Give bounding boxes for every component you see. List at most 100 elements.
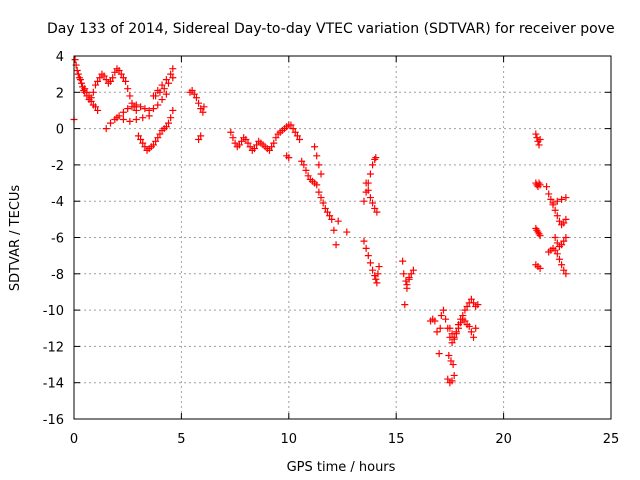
data-point [560,237,568,245]
data-point [450,333,458,341]
data-point [457,319,465,327]
data-point [369,199,377,207]
data-point [450,371,458,379]
data-point [300,161,308,169]
data-point [250,145,258,153]
data-point [154,134,162,142]
chart-title: Day 133 of 2014, Sidereal Day-to-day VTE… [47,21,615,37]
data-point [313,152,321,160]
data-point [139,139,147,147]
data-point [238,137,246,145]
data-point [373,208,381,216]
data-point [71,56,79,64]
data-point [371,204,379,212]
y-tick-label: -10 [43,304,64,319]
data-point [317,194,325,202]
data-point [366,170,374,178]
data-point [272,134,280,142]
data-point [199,108,207,116]
data-point [87,94,95,102]
data-point [467,328,475,336]
data-point [270,139,278,147]
data-point [360,197,368,205]
data-point [165,119,173,127]
data-point [126,92,134,100]
data-point [400,270,408,278]
data-point [242,135,250,143]
data-point [467,295,475,303]
data-point [119,74,127,82]
data-point [372,275,380,283]
data-point [141,105,149,113]
data-point [449,361,457,369]
x-tick-label: 10 [281,432,298,447]
data-point [433,328,441,336]
data-point [137,103,145,111]
data-point [287,121,295,129]
data-point [315,161,323,169]
data-point [547,246,555,254]
data-point [235,141,243,149]
data-point [268,143,276,151]
y-tick-label: -16 [43,413,64,428]
data-point [360,237,368,245]
y-tick-label: -2 [51,159,64,174]
data-point [137,135,145,143]
data-point [311,143,319,151]
data-point [122,77,130,85]
data-point [115,67,123,75]
data-point [435,350,443,358]
data-point [536,135,544,143]
data-point [162,90,170,98]
y-tick-label: 4 [56,50,64,65]
data-point [472,324,480,332]
data-point [195,99,203,107]
data-point [169,65,177,73]
data-point [558,195,566,203]
data-point [553,239,561,247]
data-point [227,128,235,136]
data-point [343,228,351,236]
data-point [111,68,119,76]
data-point [560,219,568,227]
data-point [134,132,142,140]
data-point [330,226,338,234]
data-point [285,154,293,162]
data-point [313,181,321,189]
data-point [246,143,254,151]
data-point [536,264,544,272]
y-tick-label: -12 [43,340,64,355]
data-point [535,141,543,149]
data-point [532,130,540,138]
data-point [326,212,334,220]
data-point [124,105,132,113]
data-point [323,208,331,216]
data-point [291,128,299,136]
data-point [362,244,370,252]
data-point [332,241,340,249]
data-point [403,284,411,292]
data-point [374,270,382,278]
data-point [78,79,86,87]
data-point [81,85,89,93]
data-point [409,266,417,274]
data-point [102,76,110,84]
data-point [158,126,166,134]
data-point [126,117,134,125]
data-point [447,357,455,365]
data-point [533,134,541,142]
data-point [167,114,175,122]
data-point [165,79,173,87]
y-tick-label: -4 [51,195,64,210]
data-point [128,103,136,111]
data-point [124,85,132,93]
data-point [543,183,551,191]
data-point [555,255,563,263]
data-point [375,263,383,271]
data-point [555,217,563,225]
data-point [334,217,342,225]
data-point [302,166,310,174]
data-point [107,119,115,127]
data-point [553,212,561,220]
data-point [169,106,177,114]
